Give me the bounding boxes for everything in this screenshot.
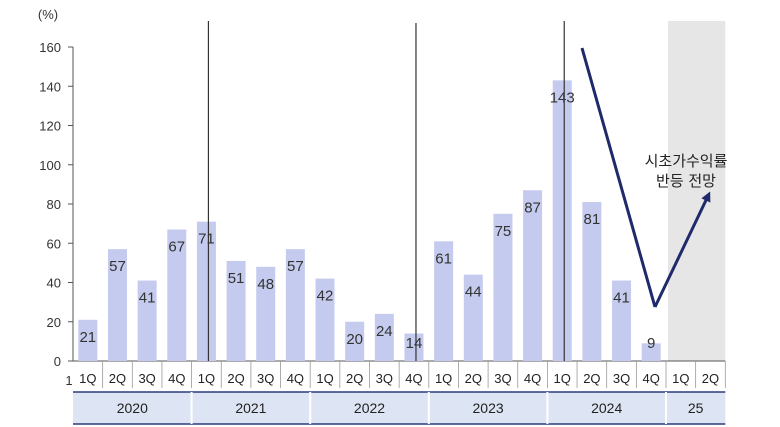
bar [374, 313, 394, 361]
x-tick-label: 2Q [346, 371, 363, 386]
x-tick-label: 3Q [376, 371, 393, 386]
bar [315, 278, 335, 361]
x-tick-label: 2Q [702, 371, 719, 386]
trend-arrow-up [653, 191, 711, 308]
x-tick-label: 3Q [138, 371, 155, 386]
x-tick-label: 1Q [672, 371, 689, 386]
year-label: 2023 [473, 400, 504, 416]
bar [285, 249, 305, 361]
bar [226, 260, 246, 361]
axis-stray-mark: 1 [65, 373, 72, 388]
data-label: 21 [79, 329, 96, 346]
x-tick-label: 1Q [554, 371, 571, 386]
x-tick-label: 2Q [227, 371, 244, 386]
bar [137, 280, 157, 361]
y-tick-label: 120 [39, 119, 61, 134]
year-label: 2021 [235, 400, 266, 416]
data-label: 44 [465, 284, 482, 301]
x-tick-label: 3Q [613, 371, 630, 386]
data-label: 48 [257, 276, 274, 293]
bar [641, 343, 661, 361]
x-tick-label: 1Q [79, 371, 96, 386]
forecast-shade [668, 21, 726, 361]
data-label: 42 [317, 288, 334, 305]
bar [256, 266, 276, 361]
data-label: 9 [647, 335, 655, 352]
bar [167, 229, 187, 361]
y-tick-label: 100 [39, 158, 61, 173]
x-tick-label: 1Q [316, 371, 333, 386]
year-band [73, 392, 726, 424]
data-label: 57 [287, 258, 304, 275]
y-tick-label: 80 [47, 197, 61, 212]
year-label: 2024 [591, 400, 622, 416]
data-label: 71 [198, 231, 215, 248]
x-tick-label: 3Q [494, 371, 511, 386]
x-tick-label: 3Q [257, 371, 274, 386]
data-label: 20 [346, 331, 363, 348]
year-label: 25 [688, 400, 704, 416]
annotation-line-2: 반등 전망 [656, 172, 716, 190]
x-tick-label: 2Q [583, 371, 600, 386]
data-label: 87 [524, 199, 541, 216]
y-tick-label: 20 [47, 315, 61, 330]
bar [196, 221, 216, 361]
x-tick-label: 2Q [109, 371, 126, 386]
bar [404, 333, 424, 361]
annotation-line-1: 시초가수익률 [645, 152, 728, 170]
x-tick-label: 4Q [643, 371, 660, 386]
bar [552, 80, 572, 362]
bar [434, 241, 454, 361]
data-label: 41 [139, 290, 156, 307]
trend-line-down [580, 47, 657, 308]
bar [523, 190, 543, 361]
bar [345, 321, 365, 361]
x-tick-label: 4Q [405, 371, 422, 386]
bar [582, 202, 602, 361]
x-tick-label: 4Q [524, 371, 541, 386]
bar [463, 274, 483, 361]
data-label: 143 [550, 89, 575, 106]
y-tick-label: 60 [47, 236, 61, 251]
y-tick-label: 0 [54, 354, 61, 369]
data-label: 57 [109, 258, 126, 275]
data-label: 75 [495, 223, 512, 240]
data-label: 41 [613, 290, 630, 307]
year-label: 2020 [117, 400, 148, 416]
data-label: 67 [168, 239, 185, 256]
data-label: 14 [406, 335, 423, 352]
data-label: 24 [376, 323, 393, 340]
y-tick-label: 140 [39, 79, 61, 94]
data-label: 61 [435, 250, 452, 267]
x-tick-label: 4Q [287, 371, 304, 386]
y-tick-label: 160 [39, 40, 61, 55]
bar [107, 249, 127, 361]
x-tick-label: 1Q [435, 371, 452, 386]
bar [493, 213, 513, 361]
bar [612, 280, 632, 361]
data-label: 81 [584, 211, 601, 228]
x-tick-label: 1Q [198, 371, 215, 386]
x-tick-label: 4Q [168, 371, 185, 386]
bar [78, 319, 98, 361]
x-tick-label: 2Q [465, 371, 482, 386]
y-unit-label: (%) [38, 7, 58, 22]
y-tick-label: 40 [47, 276, 61, 291]
year-label: 2022 [354, 400, 385, 416]
data-label: 51 [228, 270, 245, 287]
